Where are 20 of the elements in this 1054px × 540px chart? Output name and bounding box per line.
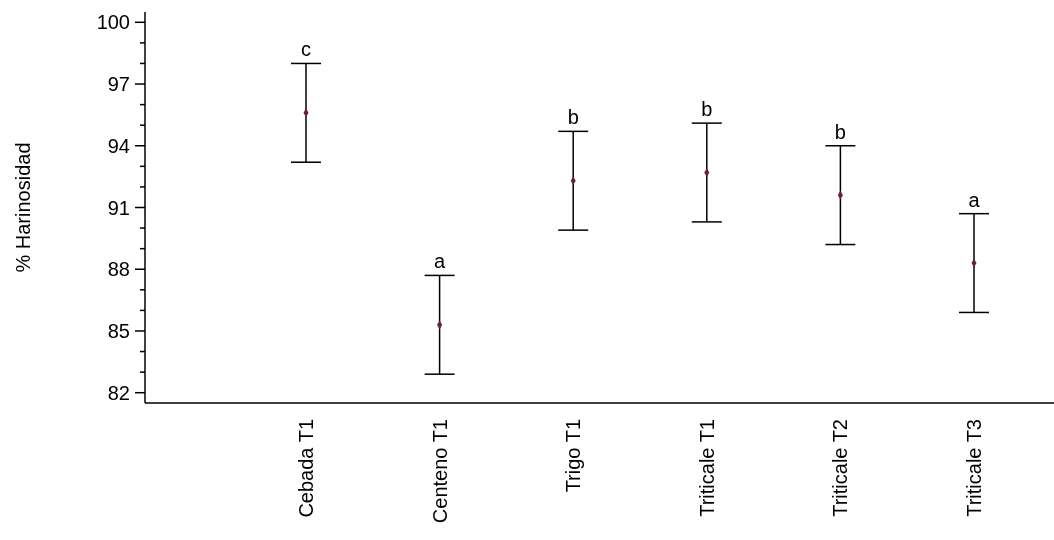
y-tick-label: 97 (107, 73, 130, 96)
y-tick-label: 100 (96, 11, 130, 34)
x-tick-label: Triticale T2 (829, 419, 852, 517)
annotation: b (834, 120, 846, 143)
annotation: b (701, 98, 713, 121)
x-tick-label: Trigo T1 (562, 419, 585, 493)
x-tick-label: Cebada T1 (295, 419, 317, 518)
y-tick-label: 91 (107, 196, 130, 219)
x-tick-label: Centeno T1 (428, 419, 451, 524)
y-axis-title: % Harinosidad (12, 142, 34, 273)
y-tick-label: 88 (107, 258, 130, 281)
x-tick-label: Triticale T3 (963, 419, 985, 517)
annotation: a (968, 188, 981, 211)
annotation: a (434, 250, 447, 273)
y-tick-label: 85 (107, 319, 130, 342)
y-tick-label: 82 (107, 381, 130, 404)
y-tick-label: 94 (107, 134, 130, 157)
annotation: b (567, 106, 579, 129)
annotation: c (301, 38, 311, 61)
x-tick-label: Triticale T1 (695, 419, 718, 517)
